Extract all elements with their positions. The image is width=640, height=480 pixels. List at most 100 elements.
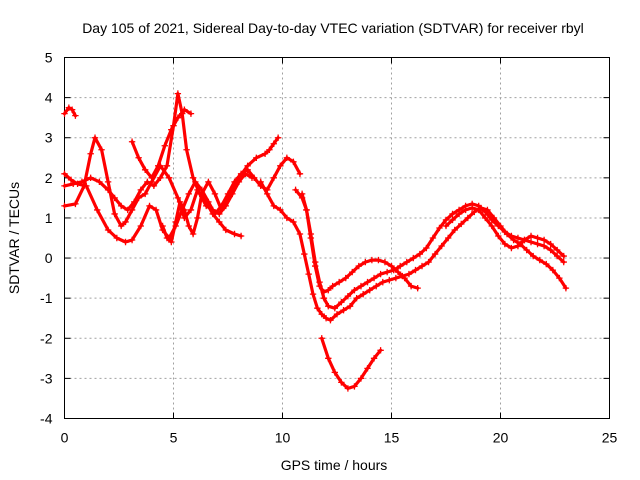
data-point bbox=[172, 218, 179, 226]
series-track-j bbox=[442, 204, 567, 260]
plot-frame bbox=[64, 57, 610, 419]
data-point bbox=[508, 232, 515, 240]
data-point bbox=[131, 198, 138, 206]
x-axis-label: GPS time / hours bbox=[281, 457, 388, 473]
data-point bbox=[298, 190, 306, 198]
data-point bbox=[331, 304, 339, 312]
data-point bbox=[514, 234, 522, 242]
data-point bbox=[508, 244, 515, 252]
data-point bbox=[375, 256, 382, 264]
data-point bbox=[322, 315, 330, 322]
data-point bbox=[449, 216, 456, 224]
data-point bbox=[296, 170, 304, 178]
data-point bbox=[333, 311, 341, 318]
data-point bbox=[527, 232, 535, 240]
y-tick-label: 5 bbox=[45, 50, 53, 66]
series-track-a bbox=[61, 104, 79, 119]
data-point bbox=[556, 274, 563, 282]
data-point bbox=[388, 262, 395, 270]
data-point bbox=[266, 146, 273, 153]
data-point bbox=[318, 311, 325, 318]
data-point bbox=[482, 208, 489, 216]
series-line bbox=[320, 336, 383, 390]
data-point bbox=[307, 234, 315, 242]
y-tick-label: 1 bbox=[45, 210, 53, 226]
chart-title: Day 105 of 2021, Sidereal Day-to-day VTE… bbox=[82, 20, 584, 36]
data-point bbox=[410, 254, 417, 262]
x-tick-label: 5 bbox=[170, 430, 178, 446]
data-point bbox=[87, 174, 94, 182]
data-point bbox=[547, 240, 554, 248]
data-point bbox=[320, 294, 328, 302]
data-point bbox=[152, 206, 160, 214]
data-point bbox=[351, 383, 358, 390]
data-point bbox=[87, 150, 94, 157]
y-axis-label: SDTVAR / TECUs bbox=[6, 182, 22, 294]
data-point bbox=[61, 182, 68, 190]
data-point bbox=[416, 250, 424, 258]
data-point bbox=[277, 206, 284, 214]
data-point bbox=[122, 238, 129, 246]
data-point bbox=[527, 238, 535, 246]
data-point bbox=[534, 240, 541, 248]
data-point bbox=[357, 375, 365, 382]
data-point bbox=[176, 198, 184, 206]
data-point bbox=[155, 162, 162, 169]
data-point bbox=[83, 182, 90, 190]
data-point bbox=[290, 158, 297, 165]
data-point bbox=[189, 174, 197, 182]
data-point bbox=[203, 202, 210, 210]
data-point bbox=[403, 258, 410, 266]
y-tick-label: 3 bbox=[45, 130, 53, 146]
data-point bbox=[442, 222, 450, 230]
data-point bbox=[514, 242, 522, 250]
y-tick-label: 4 bbox=[45, 90, 53, 106]
data-point bbox=[168, 126, 175, 133]
data-point bbox=[379, 278, 386, 286]
data-point bbox=[412, 266, 419, 274]
data-point bbox=[377, 270, 384, 278]
data-point bbox=[141, 166, 149, 174]
data-point bbox=[325, 355, 332, 362]
data-point bbox=[495, 232, 502, 240]
data-point bbox=[543, 260, 550, 268]
data-point bbox=[353, 294, 360, 302]
data-point bbox=[370, 355, 378, 362]
data-point bbox=[373, 282, 380, 290]
data-point bbox=[128, 138, 136, 145]
data-point bbox=[316, 282, 323, 290]
data-point bbox=[431, 250, 439, 258]
data-point bbox=[211, 190, 219, 198]
data-point bbox=[185, 190, 192, 198]
x-tick-label: 0 bbox=[61, 430, 69, 446]
data-point bbox=[488, 216, 495, 224]
data-point bbox=[344, 385, 352, 392]
data-point bbox=[320, 288, 328, 296]
data-point bbox=[163, 162, 171, 169]
x-tick-label: 20 bbox=[493, 430, 509, 446]
data-point bbox=[553, 252, 561, 260]
data-point bbox=[488, 222, 495, 230]
data-point bbox=[141, 190, 149, 198]
data-point bbox=[222, 226, 230, 234]
data-point bbox=[312, 262, 319, 270]
data-point bbox=[501, 240, 509, 248]
data-point bbox=[549, 266, 557, 274]
y-tick-label: -4 bbox=[40, 411, 53, 427]
data-point bbox=[296, 230, 304, 238]
data-point bbox=[270, 202, 277, 210]
data-point bbox=[392, 274, 400, 282]
series-line bbox=[62, 136, 243, 238]
data-point bbox=[366, 286, 373, 294]
series-track-i bbox=[298, 190, 421, 296]
data-point bbox=[521, 236, 528, 244]
series-track-e bbox=[128, 106, 195, 182]
data-point bbox=[436, 224, 443, 232]
data-point bbox=[303, 206, 310, 214]
series-line bbox=[130, 107, 193, 180]
data-point bbox=[464, 214, 471, 222]
data-point bbox=[338, 379, 345, 386]
data-point bbox=[501, 228, 509, 236]
y-tick-label: -2 bbox=[40, 330, 53, 346]
data-point bbox=[423, 244, 430, 252]
